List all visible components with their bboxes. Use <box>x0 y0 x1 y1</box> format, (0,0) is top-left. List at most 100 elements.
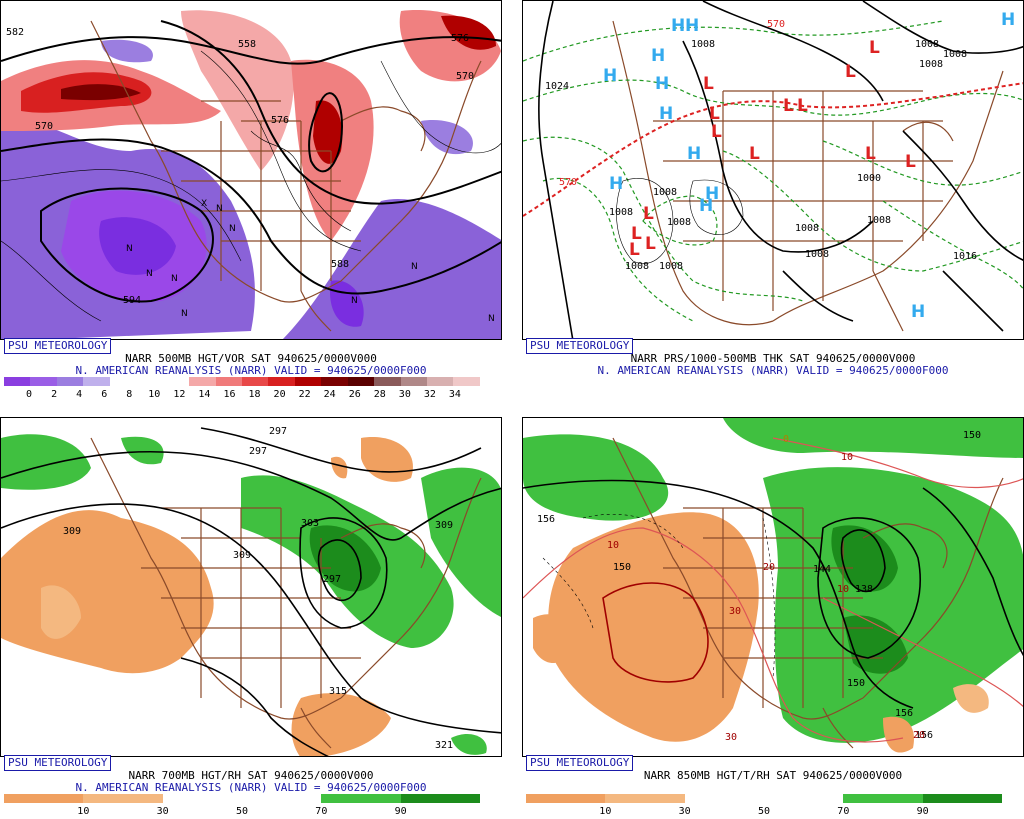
colorbar-tick-label: 14 <box>198 389 211 400</box>
colorbar-tick-label: 90 <box>394 806 407 817</box>
colorbar-segment <box>321 794 401 803</box>
map-700mb-humidity: 297 297 303 309 309 309 297 315 321 <box>0 417 502 757</box>
colorbar-tick-label: 70 <box>315 806 328 817</box>
colorbar-segment <box>4 377 31 386</box>
colorbar-segment <box>321 377 348 386</box>
colorbar-ticks: 0 2 4 6 8 10 12 14 16 18 20 22 24 26 28 30 32 34 <box>4 389 498 401</box>
colorbar-segment <box>400 377 427 386</box>
contour-label: 309 <box>63 526 81 537</box>
pressure-thin-contours <box>616 178 744 264</box>
vorticity-low-shading <box>1 39 501 339</box>
low-center: L <box>865 144 876 164</box>
temperature-label: 20 <box>913 730 925 741</box>
colorbar-tick-label: 8 <box>126 389 133 400</box>
high-center: H <box>659 104 673 124</box>
colorbar-segment <box>347 377 375 386</box>
contour-label: 156 <box>895 708 913 719</box>
contour-labels: 1024 1008 1008 1008 1008 1008 1008 1000 … <box>545 19 977 272</box>
colorbar-tick-label: 10 <box>599 806 612 817</box>
contour-label: 1008 <box>667 217 691 228</box>
contour-label: 570 <box>767 19 785 30</box>
psu-meteorology-badge: PSU METEOROLOGY <box>526 338 634 354</box>
colorbar-segment <box>241 377 269 386</box>
psu-meteorology-badge: PSU METEOROLOGY <box>4 755 112 771</box>
contour-label: 570 <box>559 177 577 188</box>
humidity-dry-shading <box>533 512 989 753</box>
contour-label: 156 <box>537 514 555 525</box>
low-center: L <box>749 144 760 164</box>
temperature-label: 20 <box>763 562 775 573</box>
colorbar-tick-label: 50 <box>235 806 249 817</box>
thickness-contours <box>523 20 1023 322</box>
psu-meteorology-badge: PSU METEOROLOGY <box>526 755 634 771</box>
contour-label: 1008 <box>867 215 891 226</box>
colorbar-segment <box>215 377 242 386</box>
colorbar-segment <box>189 377 216 386</box>
contour-label: 1008 <box>915 39 939 50</box>
contour-label: 576 <box>451 33 469 44</box>
n-mark: N <box>216 204 223 214</box>
contour-label: 1024 <box>545 81 569 92</box>
low-center: L <box>845 62 856 82</box>
colorbar-segment <box>136 377 163 386</box>
colorbar-segment <box>763 794 844 803</box>
colorbar-segment <box>162 794 242 803</box>
x-mark: X <box>201 199 207 209</box>
low-pressure-centers: L L L L L L L L L L L L L L <box>629 38 916 260</box>
high-center: H <box>1001 10 1015 30</box>
temperature-contours <box>523 437 1023 743</box>
contour-label: 570 <box>35 121 53 132</box>
colorbar-tick-label: 20 <box>273 389 286 400</box>
colorbar-tick-label: 10 <box>148 389 161 400</box>
contour-label: 1008 <box>625 261 649 272</box>
colorbar-tick-label: 34 <box>448 389 461 400</box>
map-850mb-temperature-humidity: 156 150 144 138 150 156 150 156 10 10 20… <box>522 417 1024 757</box>
colorbar-tick-label: 24 <box>323 389 336 400</box>
low-center: L <box>869 38 880 58</box>
valid-time-line: N. AMERICAN REANALYSIS (NARR) VALID = 94… <box>597 364 949 377</box>
temperature-labels: 10 10 20 30 30 10 20 0 <box>607 434 925 743</box>
contour-label: 1008 <box>691 39 715 50</box>
low-center: L <box>783 96 794 116</box>
geographic-borders <box>90 437 482 749</box>
high-center: H <box>699 196 713 216</box>
colorbar-segment <box>4 794 84 803</box>
contour-label: 1008 <box>795 223 819 234</box>
geographic-borders <box>90 20 482 332</box>
colorbar-tick-label: 0 <box>26 389 33 400</box>
contour-label: 588 <box>331 259 349 270</box>
contour-label: 1008 <box>805 249 829 260</box>
n-mark: N <box>181 309 188 319</box>
low-center: L <box>711 122 722 142</box>
contour-labels: 297 297 303 309 309 309 297 315 321 <box>63 426 453 751</box>
contour-label: 297 <box>323 574 341 585</box>
humidity-dry-shading <box>1 437 413 756</box>
colorbar-segment <box>241 794 322 803</box>
colorbar-segment <box>268 377 295 386</box>
map-pressure-thickness: 1024 1008 1008 1008 1008 1008 1008 1000 … <box>522 0 1024 340</box>
colorbar <box>4 377 480 386</box>
colorbar-tick-label: 2 <box>51 389 58 400</box>
panel-500mb-vorticity: 582 558 576 570 576 570 594 588 N N N N … <box>0 0 502 402</box>
contour-labels: 582 558 576 570 576 570 594 588 <box>6 27 474 306</box>
n-mark: N <box>171 274 178 284</box>
contour-labels: 156 150 144 138 150 156 150 156 <box>537 430 981 741</box>
temperature-label: 10 <box>607 540 619 551</box>
n-mark: N <box>126 244 133 254</box>
low-center: L <box>797 96 808 116</box>
high-center: H <box>911 302 925 322</box>
temperature-label: 10 <box>841 452 853 463</box>
colorbar-tick-label: 6 <box>101 389 108 400</box>
contour-label: 1008 <box>609 207 633 218</box>
high-center: H <box>687 144 701 164</box>
vorticity-minimum-marks: N N N N N N N N N X <box>126 199 495 324</box>
colorbar-segment <box>56 377 84 386</box>
pressure-contours <box>538 1 1023 339</box>
colorbar-ticks: 10 30 50 70 90 <box>526 806 1020 818</box>
contour-label: 576 <box>271 115 289 126</box>
contour-label: 1008 <box>653 187 677 198</box>
height-contours <box>1 427 501 756</box>
product-title: NARR 500MB HGT/VOR SAT 940625/0000V000 <box>125 352 377 365</box>
contour-label: 594 <box>123 295 141 306</box>
contour-label: 558 <box>238 39 256 50</box>
